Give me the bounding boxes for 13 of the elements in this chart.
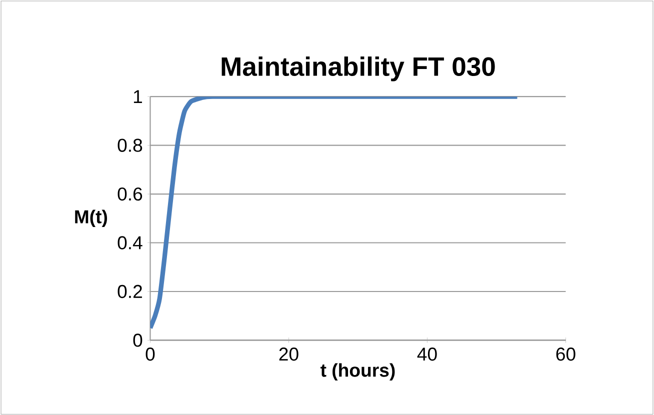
y-tick-label: 0.4 [118, 236, 142, 250]
x-tick-label: 20 [279, 347, 298, 361]
y-tick-label: 0.6 [118, 187, 142, 200]
y-tick-label: 0.2 [118, 284, 142, 298]
x-tick-label: 0 [146, 347, 155, 361]
chart-title: Maintainability FT 030 [222, 56, 495, 82]
y-axis-title: M(t) [75, 210, 108, 227]
x-tick-label: 40 [417, 347, 437, 361]
y-tick-label: 1 [134, 90, 142, 103]
x-axis-title: t (hours) [320, 363, 395, 380]
y-tick-label: 0.8 [118, 138, 142, 152]
x-tick-label: 60 [556, 347, 576, 361]
y-tick-label: 0 [133, 333, 142, 347]
